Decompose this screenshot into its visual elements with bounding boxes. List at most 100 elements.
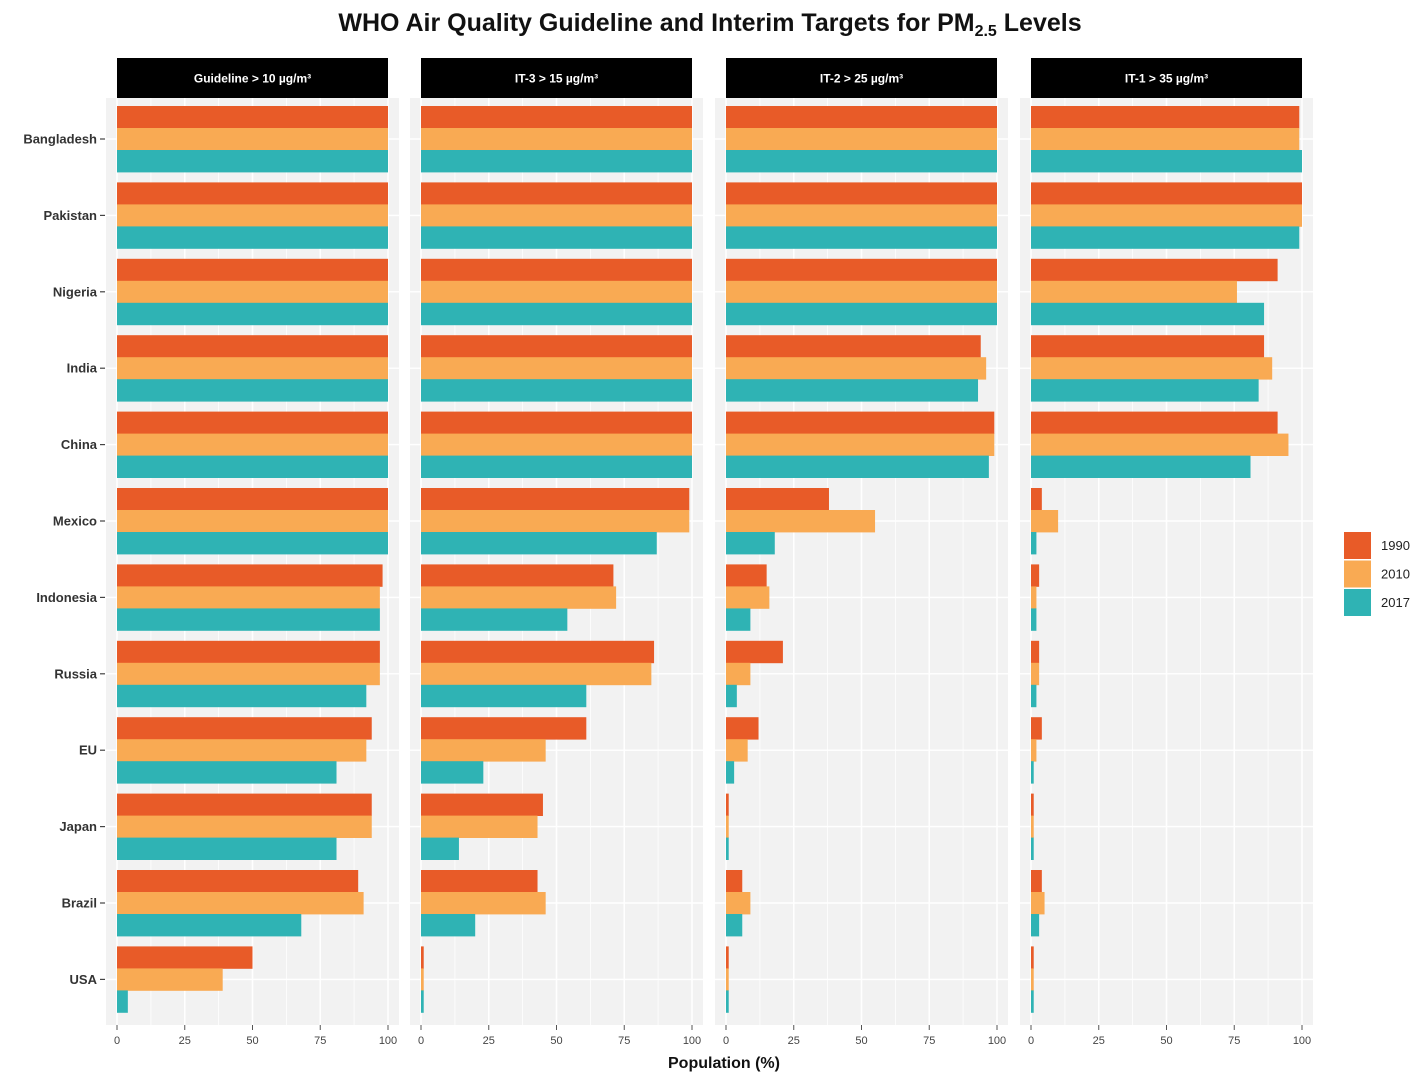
facet-panels: Guideline > 10 µg/m³ Bangladesh 1990: 100…	[106, 58, 1313, 1047]
bar-eu-2017-panel-2: EU 2017: 23%	[421, 761, 484, 784]
bar-pakistan-1990-panel-4: Pakistan 1990: 100%	[1031, 182, 1302, 205]
bar-nigeria-2010-panel-4: Nigeria 2010: 76%	[1031, 280, 1237, 304]
bar-nigeria-1990-panel-2: Nigeria 1990: 100%	[421, 258, 692, 282]
x-tick-label: 25	[179, 1035, 191, 1047]
bar-india-1990-panel-4: India 1990: 86%	[1031, 335, 1265, 358]
bar-usa-2010-panel-4: USA 2010: 1%	[1031, 968, 1034, 991]
bar-china-1990-panel-2: China 1990: 100%	[421, 411, 692, 434]
panel-it-1-35-g-m: IT-1 > 35 µg/m³ Bangladesh 1990: 99% Pakis…	[1020, 58, 1313, 1047]
bar-usa-1990-panel-3: USA 1990: 1%	[726, 946, 729, 969]
bar-japan-1990-panel-1: Japan 1990: 94%	[117, 793, 372, 816]
bar-eu-1990-panel-4: EU 1990: 4%	[1031, 717, 1042, 740]
bar-mexico-1990-panel-1: Mexico 1990: 100%	[117, 488, 388, 511]
x-tick-label: 0	[114, 1035, 120, 1047]
bar-indonesia-1990-panel-2: Indonesia 1990: 71%	[421, 564, 614, 587]
bar-mexico-2017-panel-3: Mexico 2017: 18%	[726, 532, 775, 555]
x-tick-label: 0	[1028, 1035, 1034, 1047]
facet-strip	[421, 58, 692, 98]
x-tick-label: 75	[923, 1035, 935, 1047]
bar-china-2010-panel-3: China 2010: 99%	[726, 433, 995, 456]
category-axis: Bangladesh Pakistan Nigeria India China Mexic…	[23, 132, 105, 987]
bar-eu-2010-panel-1: EU 2010: 92%	[117, 739, 367, 762]
bar-indonesia-1990-panel-3: Indonesia 1990: 15%	[726, 564, 767, 587]
bar-china-2017-panel-1: China 2017: 100%	[117, 455, 388, 478]
category-label-pakistan: Pakistan	[44, 208, 98, 223]
bar-russia-1990-panel-3: Russia 1990: 21%	[726, 640, 783, 664]
bar-brazil-2017-panel-3: Brazil 2017: 6%	[726, 914, 743, 937]
bar-brazil-1990-panel-2: Brazil 1990: 43%	[421, 870, 538, 893]
x-tick-label: 25	[788, 1035, 800, 1047]
x-tick-label: 75	[618, 1035, 630, 1047]
bar-bangladesh-2017-panel-2: Bangladesh 2017: 100%	[421, 150, 692, 173]
bar-pakistan-1990-panel-3: Pakistan 1990: 100%	[726, 182, 997, 205]
bar-eu-1990-panel-3: EU 1990: 12%	[726, 717, 759, 740]
bar-nigeria-2017-panel-3: Nigeria 2017: 100%	[726, 302, 997, 326]
bar-indonesia-2017-panel-3: Indonesia 2017: 9%	[726, 608, 751, 631]
bar-russia-2017-panel-1: Russia 2017: 92%	[117, 684, 367, 708]
bar-nigeria-2017-panel-1: Nigeria 2017: 100%	[117, 302, 388, 326]
category-label-mexico: Mexico	[53, 514, 97, 529]
bar-mexico-2010-panel-3: Mexico 2010: 55%	[726, 510, 876, 533]
bar-japan-2017-panel-4: Japan 2017: 1%	[1031, 837, 1034, 860]
category-label-bangladesh: Bangladesh	[23, 132, 97, 147]
x-tick-label: 100	[988, 1035, 1006, 1047]
bar-china-1990-panel-3: China 1990: 99%	[726, 411, 995, 434]
bar-japan-2017-panel-2: Japan 2017: 14%	[421, 837, 459, 860]
x-tick-label: 25	[483, 1035, 495, 1047]
bar-indonesia-2010-panel-1: Indonesia 2010: 97%	[117, 586, 380, 609]
category-label-india: India	[67, 361, 98, 376]
bar-china-2017-panel-3: China 2017: 97%	[726, 455, 989, 478]
category-label-russia: Russia	[54, 666, 97, 681]
x-tick-label: 0	[418, 1035, 424, 1047]
bar-mexico-1990-panel-2: Mexico 1990: 99%	[421, 488, 690, 511]
bar-russia-2017-panel-2: Russia 2017: 61%	[421, 684, 587, 708]
x-axis-label: Population (%)	[668, 1055, 780, 1072]
bar-usa-2017-panel-2: USA 2017: 1%	[421, 990, 424, 1013]
bar-bangladesh-1990-panel-2: Bangladesh 1990: 100%	[421, 106, 692, 129]
bar-indonesia-2010-panel-4: Indonesia 2010: 2%	[1031, 586, 1037, 609]
bar-japan-2010-panel-3: Japan 2010: 1%	[726, 815, 729, 838]
category-label-brazil: Brazil	[62, 896, 97, 911]
bar-usa-2017-panel-1: USA 2017: 4%	[117, 990, 128, 1013]
bar-indonesia-2010-panel-2: Indonesia 2010: 72%	[421, 586, 617, 609]
bar-usa-2017-panel-4: USA 2017: 1%	[1031, 990, 1034, 1013]
bar-brazil-2010-panel-4: Brazil 2010: 5%	[1031, 892, 1045, 915]
x-tick-label: 50	[855, 1035, 867, 1047]
bar-mexico-2010-panel-2: Mexico 2010: 99%	[421, 510, 690, 533]
bar-russia-2010-panel-3: Russia 2010: 9%	[726, 662, 751, 686]
title-suffix: Levels	[997, 9, 1082, 37]
bar-brazil-2010-panel-3: Brazil 2010: 9%	[726, 892, 751, 915]
bar-bangladesh-2017-panel-3: Bangladesh 2017: 100%	[726, 150, 997, 173]
category-label-usa: USA	[70, 972, 98, 987]
bar-japan-2010-panel-1: Japan 2010: 94%	[117, 815, 372, 838]
bar-bangladesh-1990-panel-3: Bangladesh 1990: 100%	[726, 106, 997, 129]
facet-strip-label: IT-2 > 25 µg/m³	[820, 72, 903, 86]
bar-nigeria-2010-panel-3: Nigeria 2010: 100%	[726, 280, 997, 304]
bar-nigeria-2010-panel-2: Nigeria 2010: 100%	[421, 280, 692, 304]
bar-india-2010-panel-2: India 2010: 100%	[421, 357, 692, 380]
category-label-china: China	[61, 437, 98, 452]
x-tick-label: 50	[246, 1035, 258, 1047]
bar-india-2017-panel-4: India 2017: 84%	[1031, 379, 1259, 402]
bar-usa-2010-panel-1: USA 2010: 39%	[117, 968, 223, 991]
bar-brazil-1990-panel-4: Brazil 1990: 4%	[1031, 870, 1042, 893]
legend-swatch-2010	[1344, 560, 1371, 588]
facet-strip-label: IT-1 > 35 µg/m³	[1125, 72, 1208, 86]
x-tick-label: 75	[1228, 1035, 1240, 1047]
category-label-japan: Japan	[59, 819, 97, 834]
bar-japan-2010-panel-4: Japan 2010: 1%	[1031, 815, 1034, 838]
bar-indonesia-1990-panel-1: Indonesia 1990: 98%	[117, 564, 383, 587]
bar-russia-1990-panel-4: Russia 1990: 3%	[1031, 640, 1040, 664]
bar-indonesia-2017-panel-2: Indonesia 2017: 54%	[421, 608, 568, 631]
bar-bangladesh-2017-panel-4: Bangladesh 2017: 100%	[1031, 150, 1302, 173]
bar-india-1990-panel-2: India 1990: 100%	[421, 335, 692, 358]
bar-china-1990-panel-1: China 1990: 100%	[117, 411, 388, 434]
bar-indonesia-2017-panel-1: Indonesia 2017: 97%	[117, 608, 380, 631]
title-main: WHO Air Quality Guideline and Interim Ta…	[338, 9, 974, 37]
bar-brazil-2010-panel-1: Brazil 2010: 91%	[117, 892, 364, 915]
bar-brazil-2017-panel-2: Brazil 2017: 20%	[421, 914, 476, 937]
category-label-nigeria: Nigeria	[53, 284, 98, 299]
x-tick-label: 50	[550, 1035, 562, 1047]
bar-pakistan-2017-panel-2: Pakistan 2017: 100%	[421, 226, 692, 249]
